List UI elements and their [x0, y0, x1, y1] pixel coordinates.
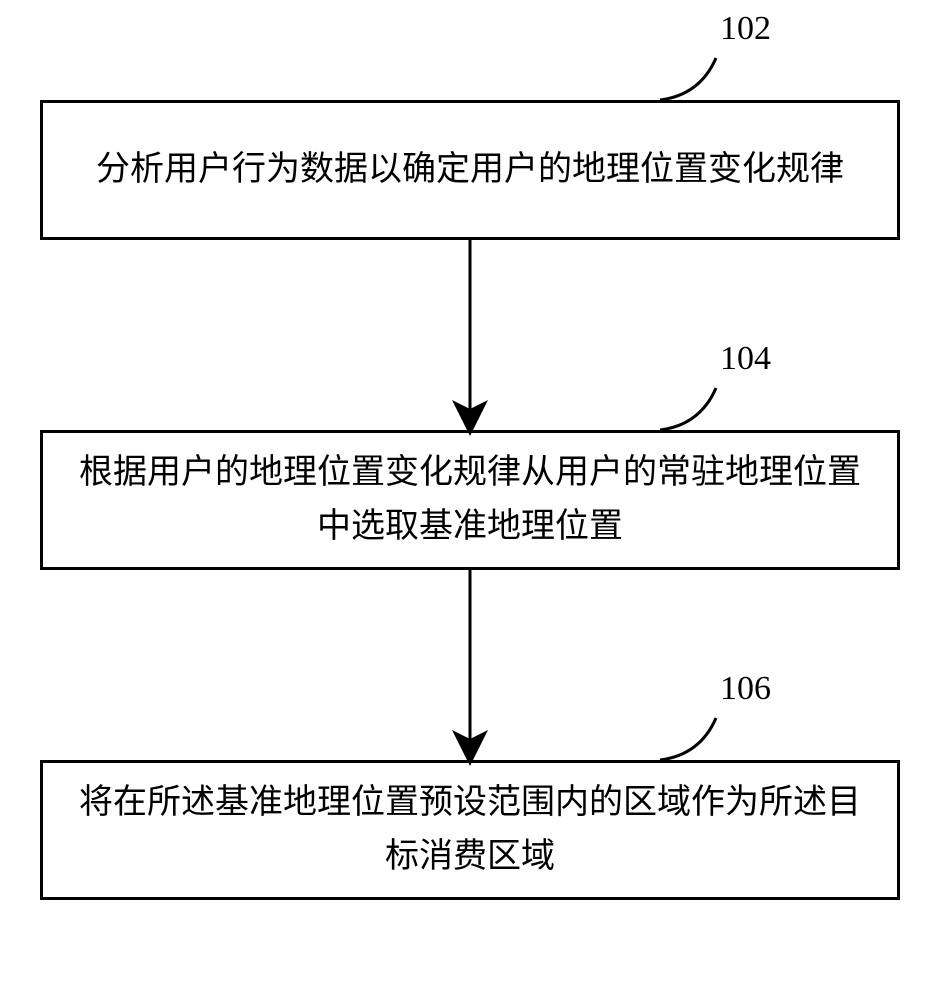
step-label-104: 104: [720, 340, 771, 378]
flow-node-text: 根据用户的地理位置变化规律从用户的常驻地理位置中选取基准地理位置: [73, 446, 867, 555]
leader-102: [660, 58, 716, 100]
flow-node-106: 将在所述基准地理位置预设范围内的区域作为所述目标消费区域: [40, 760, 900, 900]
leader-104: [660, 388, 716, 430]
step-label-102: 102: [720, 10, 771, 48]
step-label-106: 106: [720, 670, 771, 708]
flowchart-canvas: 分析用户行为数据以确定用户的地理位置变化规律 102 根据用户的地理位置变化规律…: [0, 0, 942, 1000]
flow-node-104: 根据用户的地理位置变化规律从用户的常驻地理位置中选取基准地理位置: [40, 430, 900, 570]
leader-106: [660, 718, 716, 760]
flow-node-text: 分析用户行为数据以确定用户的地理位置变化规律: [96, 143, 844, 197]
flow-node-text: 将在所述基准地理位置预设范围内的区域作为所述目标消费区域: [73, 776, 867, 885]
flow-node-102: 分析用户行为数据以确定用户的地理位置变化规律: [40, 100, 900, 240]
